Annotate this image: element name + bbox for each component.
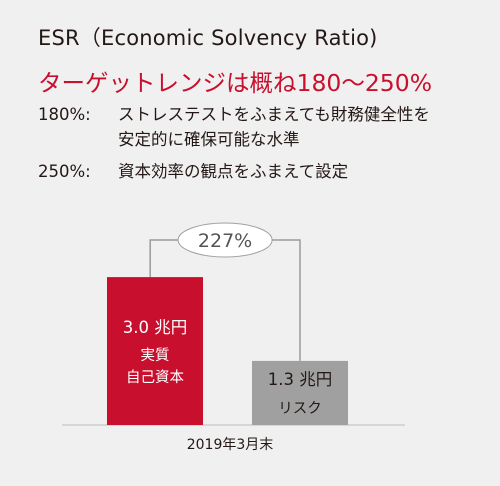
esr-title: ESR（Economic Solvency Ratio) [38,26,378,50]
note-250-line-1: 資本効率の観点をふまえて設定 [118,162,349,181]
ratio-label: 227% [198,230,252,252]
note-180-line-2: 安定的に確保可能な水準 [118,130,300,149]
x-axis-label: 2019年3月末 [187,437,274,453]
bar-name-label-0-1: 自己資本 [126,369,184,386]
bar-risk [252,360,348,425]
bar-equity [107,277,203,425]
note-180-line-1: ストレステストをふまえても財務健全性を [118,105,430,124]
bar-name-label-1-0: リスク [278,400,322,417]
note-250-threshold: 250%: [38,162,91,181]
target-range-heading: ターゲットレンジは概ね180〜250% [38,69,433,97]
bar-value-label-0: 3.0 兆円 [123,318,188,337]
bar-name-label-0-0: 実質 [141,346,170,364]
bar-value-label-1: 1.3 兆円 [268,370,333,389]
note-180-threshold: 180%: [38,105,91,124]
ratio-bubble [177,222,273,258]
